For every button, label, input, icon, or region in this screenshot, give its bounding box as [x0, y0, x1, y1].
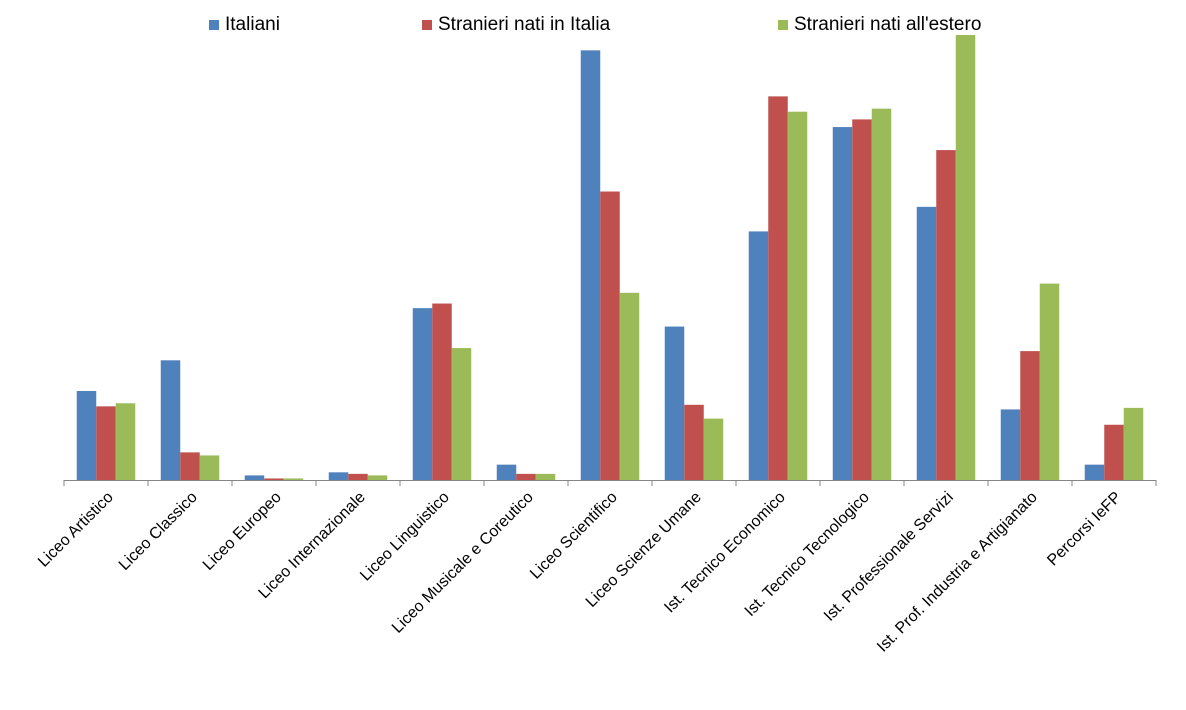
legend-item-italiani: Italiani: [209, 14, 280, 36]
bar-liceo-linguistico-italiani: [412, 308, 433, 480]
legend-item-stranieri-nati-in-italia: Stranieri nati in Italia: [422, 14, 610, 36]
bar-ist-tecnico-economico-italiani: [748, 231, 769, 480]
bar-liceo-scienze-umane-stranieri-nati-all-estero: [703, 418, 724, 480]
x-tick-label-liceo-europeo: Liceo Europeo: [200, 489, 285, 574]
bar-liceo-scientifico-stranieri-nati-all-estero: [619, 292, 640, 480]
bar-liceo-scientifico-stranieri-nati-in-italia: [600, 191, 620, 480]
bar-liceo-classico-italiani: [160, 360, 181, 480]
legend-label-stranieri-nati-in-italia: Stranieri nati in Italia: [438, 14, 611, 35]
bar-liceo-classico-stranieri-nati-in-italia: [180, 452, 200, 480]
bar-liceo-europeo-italiani: [244, 475, 265, 480]
bar-ist-professionale-servizi-stranieri-nati-all-estero: [955, 35, 976, 480]
x-axis: [63, 480, 1157, 486]
bar-ist-tecnico-tecnologico-stranieri-nati-all-estero: [871, 108, 892, 480]
legend-label-stranieri-nati-allestero: Stranieri nati all'estero: [794, 14, 982, 35]
bar-liceo-scienze-umane-stranieri-nati-in-italia: [684, 404, 704, 480]
bar-ist-professionale-servizi-stranieri-nati-in-italia: [936, 150, 956, 480]
bar-ist-tecnico-tecnologico-italiani: [832, 127, 853, 480]
bar-liceo-scientifico-italiani: [580, 50, 601, 481]
bar-liceo-classico-stranieri-nati-all-estero: [199, 455, 220, 480]
bar-liceo-artistico-italiani: [76, 391, 97, 480]
bars-group: [76, 35, 1144, 481]
bar-ist-tecnico-tecnologico-stranieri-nati-in-italia: [852, 119, 872, 481]
bar-liceo-europeo-stranieri-nati-in-italia: [264, 478, 284, 480]
bar-percorsi-iefp-italiani: [1084, 464, 1105, 480]
bar-ist-prof-industria-e-artigianato-italiani: [1000, 409, 1021, 480]
bar-liceo-musicale-e-coreutico-stranieri-nati-in-italia: [516, 473, 536, 480]
legend-swatch-stranieri-nati-in-italia: [422, 20, 432, 30]
x-tick-label-liceo-scientifico: Liceo Scientifico: [527, 489, 621, 583]
x-tick-label-ist-prof-industria-e-artigianato: Ist. Prof. Industria e Artigianato: [874, 489, 1041, 656]
x-tick-label-liceo-classico: Liceo Classico: [116, 489, 201, 574]
bar-liceo-linguistico-stranieri-nati-in-italia: [432, 303, 452, 480]
x-tick-label-liceo-linguistico: Liceo Linguistico: [357, 489, 453, 585]
x-tick-labels: Liceo Artistico Liceo Classico Liceo Europ…: [35, 489, 1125, 656]
bar-ist-professionale-servizi-italiani: [916, 206, 937, 481]
bar-liceo-internazionale-stranieri-nati-in-italia: [348, 473, 368, 480]
legend-item-stranieri-nati-allestero: Stranieri nati all'estero: [778, 14, 981, 36]
legend-label-italiani: Italiani: [225, 14, 280, 35]
bar-ist-prof-industria-e-artigianato-stranieri-nati-in-italia: [1020, 351, 1040, 480]
bar-liceo-internazionale-italiani: [328, 472, 349, 480]
bar-ist-tecnico-economico-stranieri-nati-in-italia: [768, 96, 788, 481]
bar-ist-prof-industria-e-artigianato-stranieri-nati-all-estero: [1039, 283, 1060, 480]
bar-liceo-internazionale-stranieri-nati-all-estero: [367, 475, 388, 480]
bar-liceo-europeo-stranieri-nati-all-estero: [283, 478, 304, 480]
x-tick-label-liceo-musicale-e-coreutico: Liceo Musicale e Coreutico: [389, 489, 537, 637]
legend-swatch-italiani: [209, 20, 219, 30]
legend-swatch-stranieri-nati-allestero: [778, 20, 788, 30]
bar-liceo-linguistico-stranieri-nati-all-estero: [451, 348, 472, 480]
bar-liceo-musicale-e-coreutico-stranieri-nati-all-estero: [535, 473, 556, 480]
bar-liceo-scienze-umane-italiani: [664, 326, 685, 480]
bar-liceo-musicale-e-coreutico-italiani: [496, 464, 517, 480]
bar-liceo-artistico-stranieri-nati-in-italia: [96, 406, 116, 480]
bar-ist-tecnico-economico-stranieri-nati-all-estero: [787, 111, 808, 481]
x-tick-label-liceo-artistico: Liceo Artistico: [35, 489, 117, 571]
bar-percorsi-iefp-stranieri-nati-in-italia: [1104, 424, 1124, 480]
bar-liceo-artistico-stranieri-nati-all-estero: [115, 403, 136, 480]
chart-legend: Italiani Stranieri nati in Italia Strani…: [0, 14, 1186, 44]
x-tick-label-percorsi-iefp: Percorsi IeFP: [1044, 489, 1125, 570]
bar-percorsi-iefp-stranieri-nati-all-estero: [1123, 407, 1144, 480]
